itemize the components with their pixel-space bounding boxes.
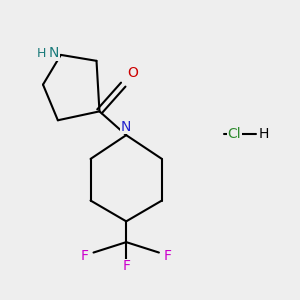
Text: N: N xyxy=(49,46,59,60)
Text: F: F xyxy=(81,248,89,262)
Text: O: O xyxy=(128,66,139,80)
Text: Cl: Cl xyxy=(227,127,241,141)
Text: F: F xyxy=(122,259,130,273)
Text: F: F xyxy=(164,248,171,262)
Text: H: H xyxy=(259,127,269,141)
Text: N: N xyxy=(121,120,131,134)
Text: H: H xyxy=(37,47,46,61)
